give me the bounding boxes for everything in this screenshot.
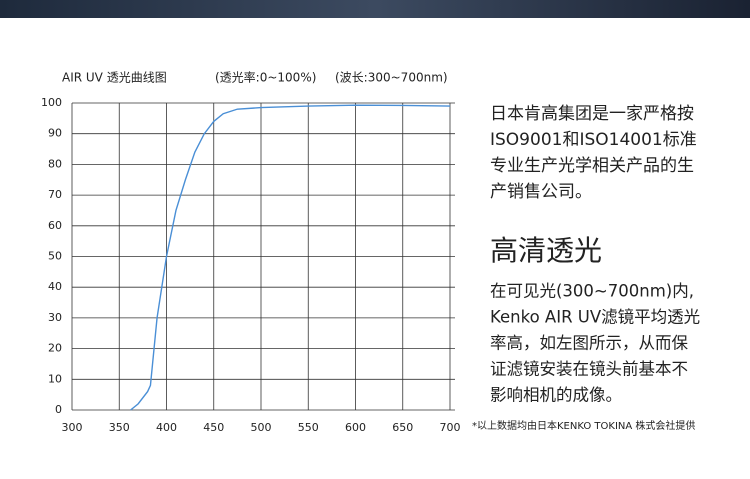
y-tick-label: 10 xyxy=(48,372,62,385)
intro-line: 产销售公司。 xyxy=(490,182,592,202)
annotation: (透光率:0~100%) xyxy=(215,70,316,85)
x-tick-label: 650 xyxy=(392,421,413,434)
y-tick-label: 50 xyxy=(48,250,62,263)
y-tick-label: 30 xyxy=(48,311,62,324)
footnote: *以上数据均由日本KENKO TOKINA 株式会社提供 xyxy=(472,419,695,432)
y-tick-label: 0 xyxy=(55,403,62,416)
x-tick-label: 600 xyxy=(345,421,366,434)
curve xyxy=(130,104,451,411)
y-tick-label: 100 xyxy=(41,96,62,109)
body-line: 率高，如左图所示，从而保 xyxy=(490,334,689,353)
body-line: Kenko AIR UV滤镜平均透光 xyxy=(490,308,700,327)
y-tick-label: 80 xyxy=(48,157,62,170)
intro-line: ISO9001和ISO14001标准 xyxy=(490,130,697,150)
banner xyxy=(0,0,750,18)
intro-line: 日本肯高集团是一家严格按 xyxy=(490,104,694,124)
annotation: (波长:300~700nm) xyxy=(335,71,448,85)
x-tick-label: 500 xyxy=(251,421,272,434)
body-line: 证滤镜安装在镜头前基本不 xyxy=(490,360,688,379)
y-tick-label: 40 xyxy=(48,280,62,293)
intro-line: 专业生产光学相关产品的生 xyxy=(490,156,694,176)
heading: 高清透光 xyxy=(490,234,602,267)
y-tick-label: 60 xyxy=(48,219,62,232)
body-line: 影响相机的成像。 xyxy=(490,386,622,405)
x-tick-label: 450 xyxy=(203,421,224,434)
y-tick-label: 20 xyxy=(48,342,62,355)
x-tick-label: 550 xyxy=(298,421,319,434)
x-tick-label: 350 xyxy=(109,421,130,434)
body-line: 在可见光(300~700nm)内, xyxy=(490,282,694,301)
x-tick-label: 700 xyxy=(440,421,461,434)
chart-title: AIR UV 透光曲线图 xyxy=(62,71,167,85)
x-tick-label: 300 xyxy=(62,421,83,434)
y-tick-label: 70 xyxy=(48,188,62,201)
x-tick-label: 400 xyxy=(156,421,177,434)
y-tick-label: 90 xyxy=(48,127,62,140)
